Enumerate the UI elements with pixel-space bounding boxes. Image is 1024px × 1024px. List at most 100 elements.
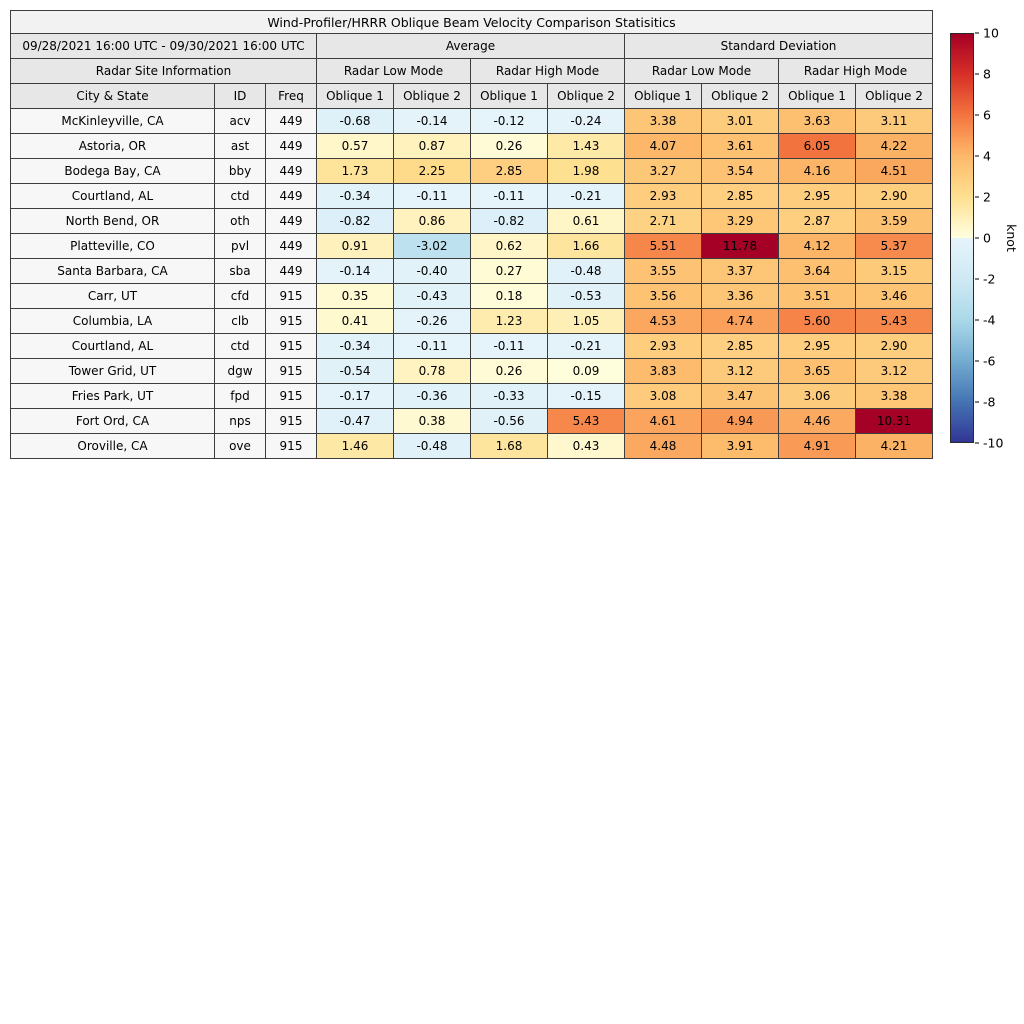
value-cell: 2.95 (778, 333, 856, 359)
period-label: 09/28/2021 16:00 UTC - 09/30/2021 16:00 … (10, 33, 317, 59)
value-cell: 3.38 (855, 383, 933, 409)
colorbar-tick-mark (975, 73, 979, 75)
table-row: Courtland, AL ctd 449 -0.34 -0.11 -0.11 -0.21 2… (10, 183, 933, 209)
mode-header-avg-high: Radar High Mode (470, 58, 625, 84)
table-row: Santa Barbara, CA sba 449 -0.14 -0.40 0.27 -0.… (10, 258, 933, 284)
value-cell: 3.63 (778, 108, 856, 134)
value-cell: 0.78 (393, 358, 471, 384)
value-cell: 2.90 (855, 333, 933, 359)
value-cell: -0.26 (393, 308, 471, 334)
value-cell: -0.34 (316, 333, 394, 359)
mode-header-row: Radar Site Information Radar Low Mode Ra… (10, 58, 933, 84)
mode-header-avg-low: Radar Low Mode (316, 58, 471, 84)
table-row: Platteville, CO pvl 449 0.91 -3.02 0.62 1.66 5.… (10, 233, 933, 259)
colorbar-tick-mark (975, 442, 979, 444)
value-cell: 3.12 (701, 358, 779, 384)
stats-table-wrap: Wind-Profiler/HRRR Oblique Beam Velocity… (10, 10, 933, 459)
value-cell: 4.48 (624, 433, 702, 459)
table-row: Oroville, CA ove 915 1.46 -0.48 1.68 0.43 4.48 3… (10, 433, 933, 459)
value-cell: -0.48 (393, 433, 471, 459)
colorbar-tick-marks (975, 32, 980, 444)
value-cell: 2.90 (855, 183, 933, 209)
colorbar-tick-mark (975, 237, 979, 239)
site-id-cell: dgw (214, 358, 266, 384)
value-cell: 3.36 (701, 283, 779, 309)
value-cell: -0.11 (393, 183, 471, 209)
col-header-oblique-2: Oblique 2 (393, 83, 471, 109)
value-cell: 4.07 (624, 133, 702, 159)
site-freq-cell: 449 (265, 183, 317, 209)
city-state-cell: Bodega Bay, CA (10, 158, 215, 184)
value-cell: 3.54 (701, 158, 779, 184)
value-cell: 2.85 (470, 158, 548, 184)
value-cell: -0.21 (547, 183, 625, 209)
value-cell: 0.35 (316, 283, 394, 309)
city-state-cell: Fort Ord, CA (10, 408, 215, 434)
city-state-cell: Platteville, CO (10, 233, 215, 259)
value-cell: -0.43 (393, 283, 471, 309)
mode-header-std-low: Radar Low Mode (624, 58, 779, 84)
site-freq-cell: 449 (265, 208, 317, 234)
value-cell: 5.37 (855, 233, 933, 259)
value-cell: 3.61 (701, 133, 779, 159)
colorbar-tick-mark (975, 319, 979, 321)
value-cell: 0.57 (316, 133, 394, 159)
value-cell: 0.26 (470, 133, 548, 159)
value-cell: -0.12 (470, 108, 548, 134)
colorbar-tick-label: -2 (983, 271, 996, 287)
colorbar-tick-mark (975, 114, 979, 116)
table-row: Fort Ord, CA nps 915 -0.47 0.38 -0.56 5.43 4.61… (10, 408, 933, 434)
value-cell: 2.25 (393, 158, 471, 184)
value-cell: 3.12 (855, 358, 933, 384)
site-freq-cell: 915 (265, 283, 317, 309)
col-header-oblique-1: Oblique 1 (470, 83, 548, 109)
value-cell: 3.29 (701, 208, 779, 234)
colorbar-tick-label: 10 (983, 25, 999, 41)
value-cell: -0.47 (316, 408, 394, 434)
site-freq-cell: 915 (265, 308, 317, 334)
value-cell: 3.37 (701, 258, 779, 284)
site-freq-cell: 449 (265, 233, 317, 259)
site-freq-cell: 915 (265, 358, 317, 384)
table-row: Columbia, LA clb 915 0.41 -0.26 1.23 1.05 4.53 4… (10, 308, 933, 334)
city-state-cell: Santa Barbara, CA (10, 258, 215, 284)
value-cell: 4.16 (778, 158, 856, 184)
city-state-cell: Columbia, LA (10, 308, 215, 334)
site-id-cell: ast (214, 133, 266, 159)
value-cell: 4.21 (855, 433, 933, 459)
site-freq-cell: 915 (265, 433, 317, 459)
colorbar-tick-mark (975, 32, 979, 34)
col-header-oblique-2: Oblique 2 (701, 83, 779, 109)
col-header-oblique-1: Oblique 1 (316, 83, 394, 109)
value-cell: -0.11 (470, 183, 548, 209)
value-cell: 1.46 (316, 433, 394, 459)
value-cell: -0.48 (547, 258, 625, 284)
value-cell: 3.01 (701, 108, 779, 134)
group-header-average: Average (316, 33, 625, 59)
value-cell: 0.38 (393, 408, 471, 434)
site-freq-cell: 449 (265, 158, 317, 184)
site-freq-cell: 449 (265, 133, 317, 159)
value-cell: 4.94 (701, 408, 779, 434)
colorbar-tick-label: -8 (983, 394, 996, 410)
col-header-oblique-2: Oblique 2 (547, 83, 625, 109)
col-header-city-state: City & State (10, 83, 215, 109)
value-cell: 2.85 (701, 183, 779, 209)
value-cell: 1.98 (547, 158, 625, 184)
colorbar-tick-mark (975, 278, 979, 280)
value-cell: 4.51 (855, 158, 933, 184)
table-row: North Bend, OR oth 449 -0.82 0.86 -0.82 0.61 2.… (10, 208, 933, 234)
table-row: Carr, UT cfd 915 0.35 -0.43 0.18 -0.53 3.56 3.36… (10, 283, 933, 309)
colorbar-tick-label: 2 (983, 189, 991, 205)
value-cell: 3.47 (701, 383, 779, 409)
colorbar-tick-label: 6 (983, 107, 991, 123)
value-cell: -0.54 (316, 358, 394, 384)
value-cell: -0.14 (316, 258, 394, 284)
site-id-cell: acv (214, 108, 266, 134)
colorbar-tick-label: 0 (983, 230, 991, 246)
title-row: Wind-Profiler/HRRR Oblique Beam Velocity… (10, 10, 933, 34)
value-cell: 5.51 (624, 233, 702, 259)
value-cell: 3.83 (624, 358, 702, 384)
column-header-row: City & State ID Freq Oblique 1 Oblique 2… (10, 83, 933, 109)
